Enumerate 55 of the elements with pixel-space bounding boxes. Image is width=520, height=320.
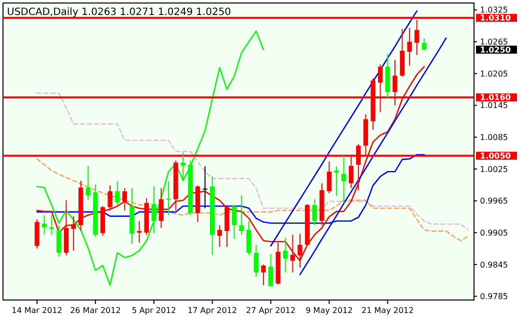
- candlestick: [246, 220, 252, 256]
- candlestick: [108, 184, 112, 211]
- candlestick: [136, 220, 142, 244]
- y-tick-label: 1.0145: [480, 101, 508, 110]
- candlestick: [42, 214, 47, 236]
- ref-line-label: 1.0310: [480, 14, 512, 23]
- candlestick: [407, 27, 412, 66]
- chart-title: USDCAD,Daily 1.0263 1.0271 1.0249 1.0250: [7, 7, 232, 18]
- candlestick: [202, 166, 208, 209]
- y-tick-label: 1.0205: [480, 69, 508, 78]
- candlestick: [152, 186, 156, 234]
- candlestick: [158, 188, 164, 228]
- y-tick-label: 1.0265: [480, 38, 508, 47]
- candlestick: [334, 166, 339, 197]
- candlestick: [86, 165, 90, 201]
- candlestick: [166, 180, 171, 216]
- line-series: [36, 92, 469, 231]
- candlestick: [217, 224, 222, 248]
- x-tick-label: 17 Apr 2012: [188, 306, 238, 315]
- candlestick: [341, 155, 346, 204]
- candlestick: [49, 214, 54, 236]
- candlestick: [422, 38, 427, 51]
- candlestick: [180, 152, 186, 182]
- x-tick-label: 21 May 2012: [362, 306, 414, 315]
- candlestick: [232, 204, 237, 240]
- line-series: [36, 158, 469, 242]
- candlestick: [71, 216, 76, 252]
- x-tick-label: 9 May 2012: [306, 306, 353, 315]
- x-tick-label: 26 Mar 2012: [70, 306, 121, 315]
- y-tick-label: 1.0025: [480, 164, 508, 174]
- line-series: [36, 30, 264, 286]
- candlestick: [326, 161, 332, 194]
- ref-line-label: 1.0160: [480, 93, 512, 102]
- candlestick: [34, 218, 40, 250]
- x-tick-label: 5 Apr 2012: [132, 306, 176, 315]
- ref-line-label: 1.0050: [480, 152, 512, 161]
- text: 1.0250: [480, 45, 512, 54]
- y-tick-label: 1.0085: [480, 132, 508, 142]
- y-tick-label: 0.9785: [480, 292, 508, 302]
- x-tick-label: 27 Apr 2012: [246, 306, 296, 315]
- candlestick: [115, 180, 120, 206]
- y-tick-label: 0.9965: [480, 196, 508, 206]
- candlestick: [283, 237, 288, 273]
- y-tick-label: 1.0325: [480, 6, 508, 15]
- candlestick: [56, 224, 62, 258]
- candlestick: [122, 188, 127, 211]
- candlestick: [261, 264, 266, 286]
- candlestick: [224, 204, 230, 248]
- candlestick: [239, 195, 244, 236]
- candlestick: [312, 198, 317, 226]
- candlestick: [268, 253, 274, 287]
- y-tick-label: 0.9905: [480, 228, 508, 238]
- y-tick-label: 0.9845: [480, 260, 508, 270]
- candlestick: [254, 244, 258, 278]
- x-tick-label: 14 Mar 2012: [12, 306, 62, 315]
